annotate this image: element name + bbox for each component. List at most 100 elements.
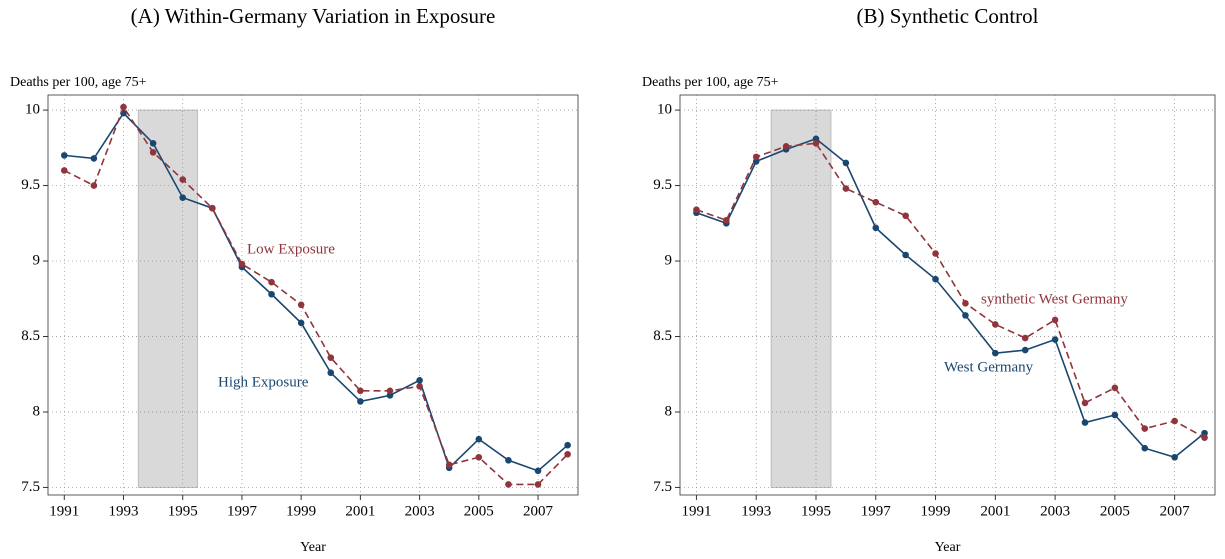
- data-point: [872, 224, 880, 232]
- shaded-period: [770, 109, 832, 488]
- series-line: [696, 137, 1206, 459]
- data-point: [445, 461, 453, 469]
- y-tick-label: 9.5: [21, 177, 40, 193]
- data-point: [902, 212, 909, 220]
- data-point: [962, 312, 969, 319]
- data-point: [386, 387, 394, 395]
- data-point: [60, 167, 68, 174]
- data-point: [693, 206, 700, 214]
- data-point: [179, 194, 187, 201]
- data-point: [534, 481, 542, 488]
- data-point: [1111, 411, 1119, 419]
- y-tick-label: 10: [657, 102, 672, 118]
- data-point: [1201, 429, 1208, 437]
- x-tick-label: 1995: [801, 503, 831, 519]
- data-point: [1171, 417, 1178, 425]
- data-point: [357, 398, 364, 405]
- x-tick-label: 2005: [464, 503, 494, 519]
- data-point: [179, 176, 187, 183]
- y-tick-label: 7.5: [21, 479, 40, 495]
- series-label: Low Exposure: [247, 241, 335, 257]
- x-tick-label: 1991: [681, 503, 711, 519]
- x-tick-label: 1999: [921, 503, 951, 519]
- x-tick-label: 2007: [523, 503, 554, 519]
- data-point: [932, 250, 939, 257]
- data-point: [564, 450, 571, 458]
- data-point: [149, 149, 157, 156]
- data-point: [297, 319, 305, 327]
- y-tick-label: 10: [25, 102, 40, 118]
- y-tick-label: 7.5: [653, 479, 672, 495]
- data-point: [90, 155, 98, 162]
- x-tick-label: 1991: [49, 503, 79, 519]
- data-point: [842, 185, 850, 192]
- data-point: [475, 435, 483, 443]
- data-point: [505, 456, 512, 464]
- data-point: [60, 152, 68, 159]
- data-point: [416, 376, 423, 384]
- data-point: [1081, 399, 1089, 407]
- data-point: [90, 182, 98, 189]
- data-point: [782, 143, 790, 150]
- chart-title: (B) Synthetic Control: [857, 4, 1039, 28]
- panel: (B) Synthetic Control Deaths per 100, age…: [642, 4, 1216, 555]
- data-point: [812, 135, 820, 143]
- data-point: [120, 103, 127, 111]
- x-tick-label: 1995: [168, 503, 198, 519]
- data-point: [1171, 453, 1178, 461]
- data-point: [505, 481, 512, 488]
- data-point: [723, 216, 730, 224]
- data-point: [209, 204, 216, 212]
- data-point: [327, 354, 335, 361]
- data-point: [1021, 346, 1029, 354]
- y-tick-label: 8.5: [653, 328, 672, 344]
- data-point: [1201, 434, 1208, 441]
- x-tick-label: 1993: [741, 503, 771, 519]
- series-line: [63, 105, 569, 486]
- x-axis-label: Year: [935, 540, 961, 555]
- data-point: [386, 392, 394, 399]
- x-tick-label: 2005: [1100, 503, 1130, 519]
- data-point: [327, 369, 335, 377]
- data-point: [357, 387, 364, 395]
- data-point: [752, 158, 760, 165]
- x-tick-label: 2007: [1160, 503, 1191, 519]
- chart-title: (A) Within-Germany Variation in Exposure: [131, 4, 496, 28]
- data-point: [1141, 444, 1149, 452]
- series-line: [64, 111, 569, 472]
- y-tick-label: 8.5: [21, 328, 40, 344]
- data-point: [752, 153, 760, 161]
- shaded-period: [137, 109, 199, 488]
- data-point: [564, 441, 571, 449]
- y-tick-label: 8: [33, 403, 41, 419]
- series-label: High Exposure: [218, 374, 309, 390]
- y-tick-label: 9.5: [653, 177, 672, 193]
- data-point: [1141, 425, 1149, 432]
- y-tick-label: 9: [665, 252, 673, 268]
- data-point: [149, 140, 157, 147]
- data-point: [268, 290, 275, 298]
- x-tick-label: 2001: [345, 503, 375, 519]
- y-axis-label: Deaths per 100, age 75+: [642, 75, 779, 90]
- x-tick-label: 1997: [861, 503, 892, 519]
- panel: (A) Within-Germany Variation in Exposure…: [10, 4, 579, 555]
- data-point: [1081, 419, 1089, 426]
- data-point: [842, 159, 850, 167]
- data-point: [1111, 384, 1119, 392]
- data-point: [992, 349, 999, 357]
- x-axis-label: Year: [300, 540, 326, 555]
- y-tick-label: 8: [665, 403, 673, 419]
- series-label: West Germany: [944, 359, 1034, 375]
- data-point: [1051, 336, 1059, 343]
- data-point: [268, 278, 275, 286]
- data-point: [534, 467, 542, 475]
- x-tick-label: 2003: [405, 503, 435, 519]
- plot-frame: [47, 94, 579, 496]
- x-tick-label: 1999: [286, 503, 316, 519]
- x-tick-label: 1993: [109, 503, 139, 519]
- data-point: [297, 301, 305, 309]
- plot-frame: [679, 94, 1216, 496]
- data-point: [1051, 316, 1059, 324]
- x-tick-label: 2003: [1040, 503, 1070, 519]
- data-point: [812, 140, 820, 147]
